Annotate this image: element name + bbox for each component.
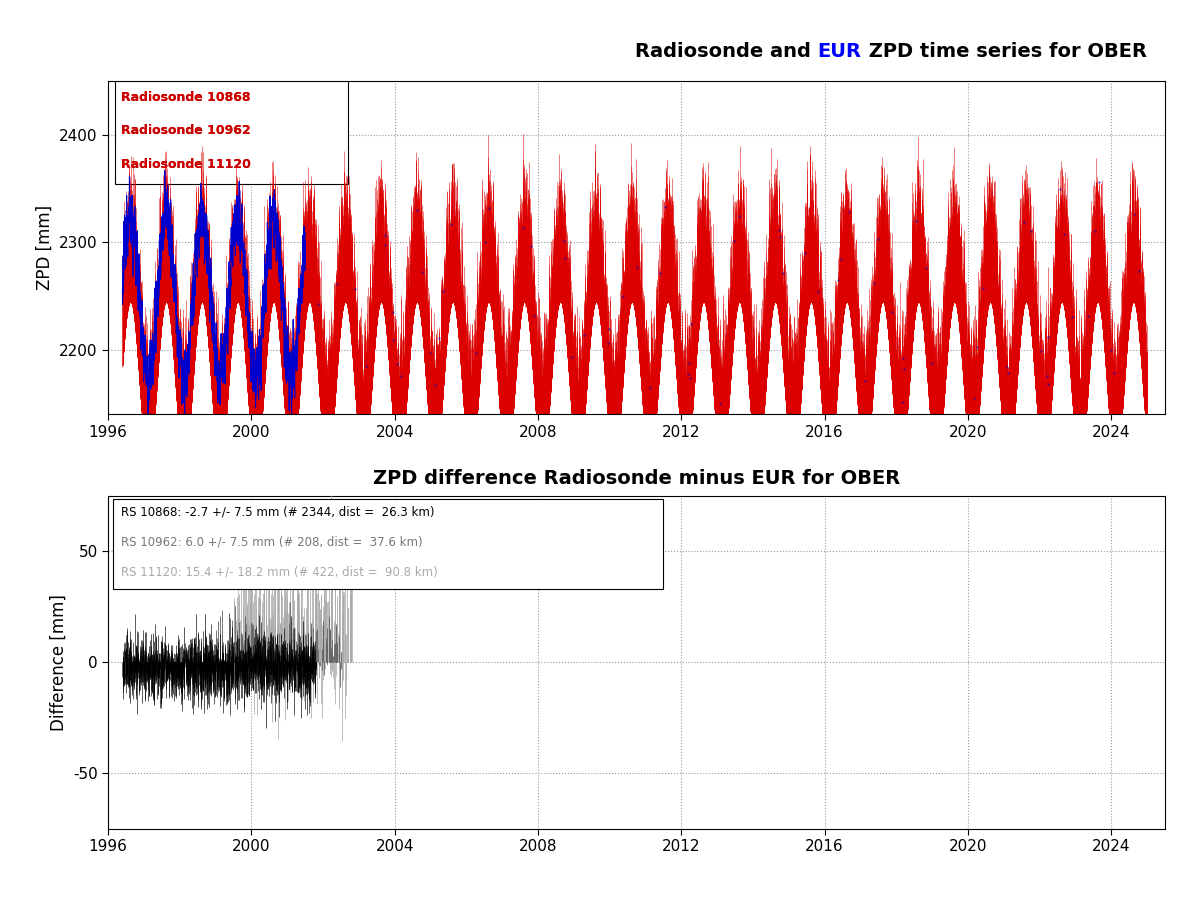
Text: Radiosonde 11120: Radiosonde 11120 xyxy=(121,158,251,171)
Y-axis label: Difference [mm]: Difference [mm] xyxy=(49,594,67,731)
Text: Radiosonde 10868: Radiosonde 10868 xyxy=(121,91,250,105)
Text: RS 11120: 15.4 +/- 18.2 mm (# 422, dist =  90.8 km): RS 11120: 15.4 +/- 18.2 mm (# 422, dist … xyxy=(121,566,437,578)
Text: RS 10962: 6.0 +/- 7.5 mm (# 208, dist =  37.6 km): RS 10962: 6.0 +/- 7.5 mm (# 208, dist = … xyxy=(121,535,423,549)
Text: ZPD time series for OBER: ZPD time series for OBER xyxy=(861,42,1147,61)
Text: Radiosonde 10868: Radiosonde 10868 xyxy=(121,91,250,105)
Text: Radiosonde 10962: Radiosonde 10962 xyxy=(121,124,250,138)
FancyBboxPatch shape xyxy=(113,499,663,589)
Text: Radiosonde and: Radiosonde and xyxy=(635,42,818,61)
Title: ZPD difference Radiosonde minus EUR for OBER: ZPD difference Radiosonde minus EUR for … xyxy=(372,469,901,488)
FancyBboxPatch shape xyxy=(115,75,348,185)
Text: Radiosonde 10962: Radiosonde 10962 xyxy=(121,124,250,138)
Text: Radiosonde 11120: Radiosonde 11120 xyxy=(121,158,251,171)
Text: RS 10868: -2.7 +/- 7.5 mm (# 2344, dist =  26.3 km): RS 10868: -2.7 +/- 7.5 mm (# 2344, dist … xyxy=(121,505,435,519)
Y-axis label: ZPD [mm]: ZPD [mm] xyxy=(36,205,54,290)
Text: EUR: EUR xyxy=(818,42,861,61)
